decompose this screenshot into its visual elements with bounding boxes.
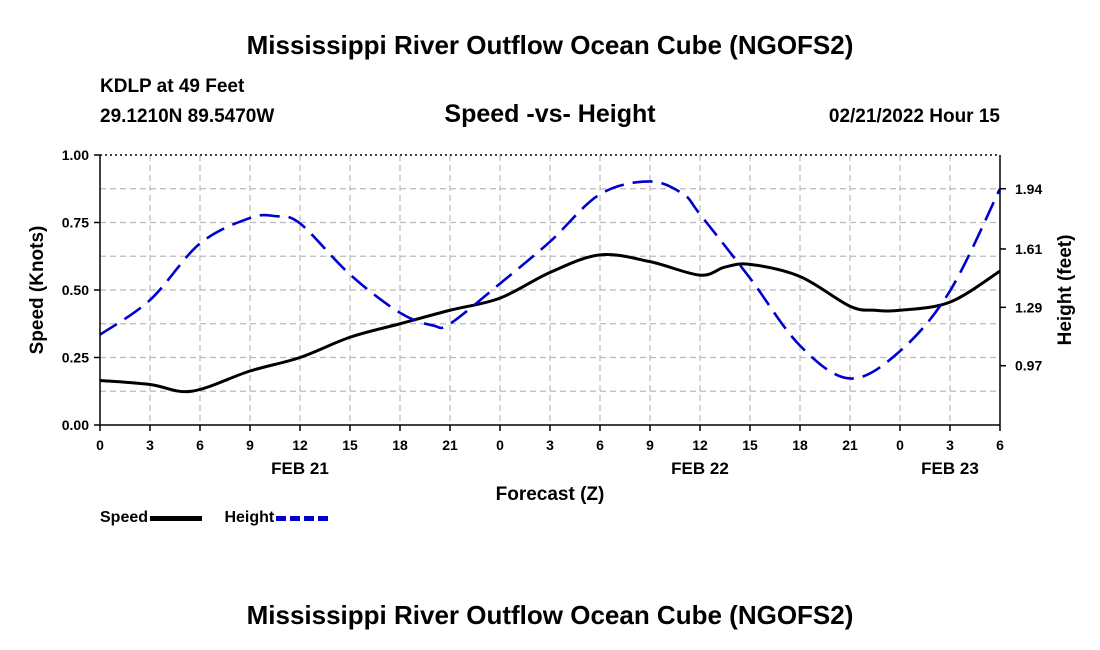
legend-item-speed: Speed (100, 509, 203, 527)
x-tick-label: 21 (442, 437, 458, 453)
y-tick-label: 0.25 (62, 350, 89, 366)
x-date-label: FEB 22 (671, 459, 729, 478)
chart-series (99, 180, 1002, 394)
x-tick-label: 6 (596, 437, 604, 453)
x-tick-label: 15 (742, 437, 758, 453)
x-tick-label: 3 (546, 437, 554, 453)
page-title: Mississippi River Outflow Ocean Cube (NG… (246, 30, 854, 60)
x-tick-label: 3 (946, 437, 954, 453)
legend-speed-swatch (150, 515, 203, 521)
x-tick-label: 18 (792, 437, 808, 453)
legend: Speed Height (100, 509, 346, 527)
x-tick-label: 6 (196, 437, 204, 453)
y2-tick-label: 1.94 (1015, 181, 1042, 197)
legend-item-height: Height (224, 509, 329, 527)
station-name: KDLP at 49 Feet (100, 76, 245, 97)
y-tick-label: 0.50 (62, 282, 89, 298)
chart-labels: 0 3 6 9 12 15 18 21 0 3 6 9 12 15 18 21 0 3 6 FEB 21 FEB 22 F… (27, 147, 1076, 505)
chart-title: Speed -vs- Height (444, 100, 656, 128)
station-coordinates: 29.1210N 89.5470W (100, 106, 275, 127)
x-tick-label: 9 (246, 437, 254, 453)
forecast-timestamp: 02/21/2022 Hour 15 (828, 106, 1000, 127)
y2-axis-label: Height (feet) (1055, 235, 1076, 346)
x-tick-label: 12 (692, 437, 708, 453)
y2-tick-label: 1.61 (1015, 241, 1042, 257)
chart-axes (94, 154, 1006, 431)
series-line-height (99, 180, 1002, 380)
chart-grid (100, 155, 1000, 425)
x-tick-label: 12 (292, 437, 308, 453)
x-tick-label: 0 (96, 437, 104, 453)
x-date-label: FEB 21 (271, 459, 329, 478)
x-tick-label: 3 (146, 437, 154, 453)
y2-tick-label: 0.97 (1015, 358, 1042, 374)
x-tick-label: 18 (392, 437, 408, 453)
x-tick-label: 0 (496, 437, 504, 453)
legend-height-swatch (276, 515, 329, 521)
legend-speed-label: Speed (100, 509, 149, 526)
x-tick-label: 15 (342, 437, 358, 453)
x-tick-label: 0 (896, 437, 904, 453)
legend-height-label: Height (224, 509, 275, 526)
x-axis-label: Forecast (Z) (496, 484, 605, 505)
y-tick-label: 0.00 (62, 417, 89, 433)
footer-title: Mississippi River Outflow Ocean Cube (NG… (246, 600, 854, 630)
y-axis-label: Speed (Knots) (27, 226, 48, 355)
x-tick-label: 21 (842, 437, 858, 453)
y-tick-label: 0.75 (62, 215, 89, 231)
y-tick-label: 1.00 (62, 147, 89, 163)
x-tick-label: 9 (646, 437, 654, 453)
y2-tick-label: 1.29 (1015, 299, 1042, 315)
x-date-label: FEB 23 (921, 459, 979, 478)
x-tick-label: 6 (996, 437, 1004, 453)
series-line-speed (99, 253, 1001, 394)
